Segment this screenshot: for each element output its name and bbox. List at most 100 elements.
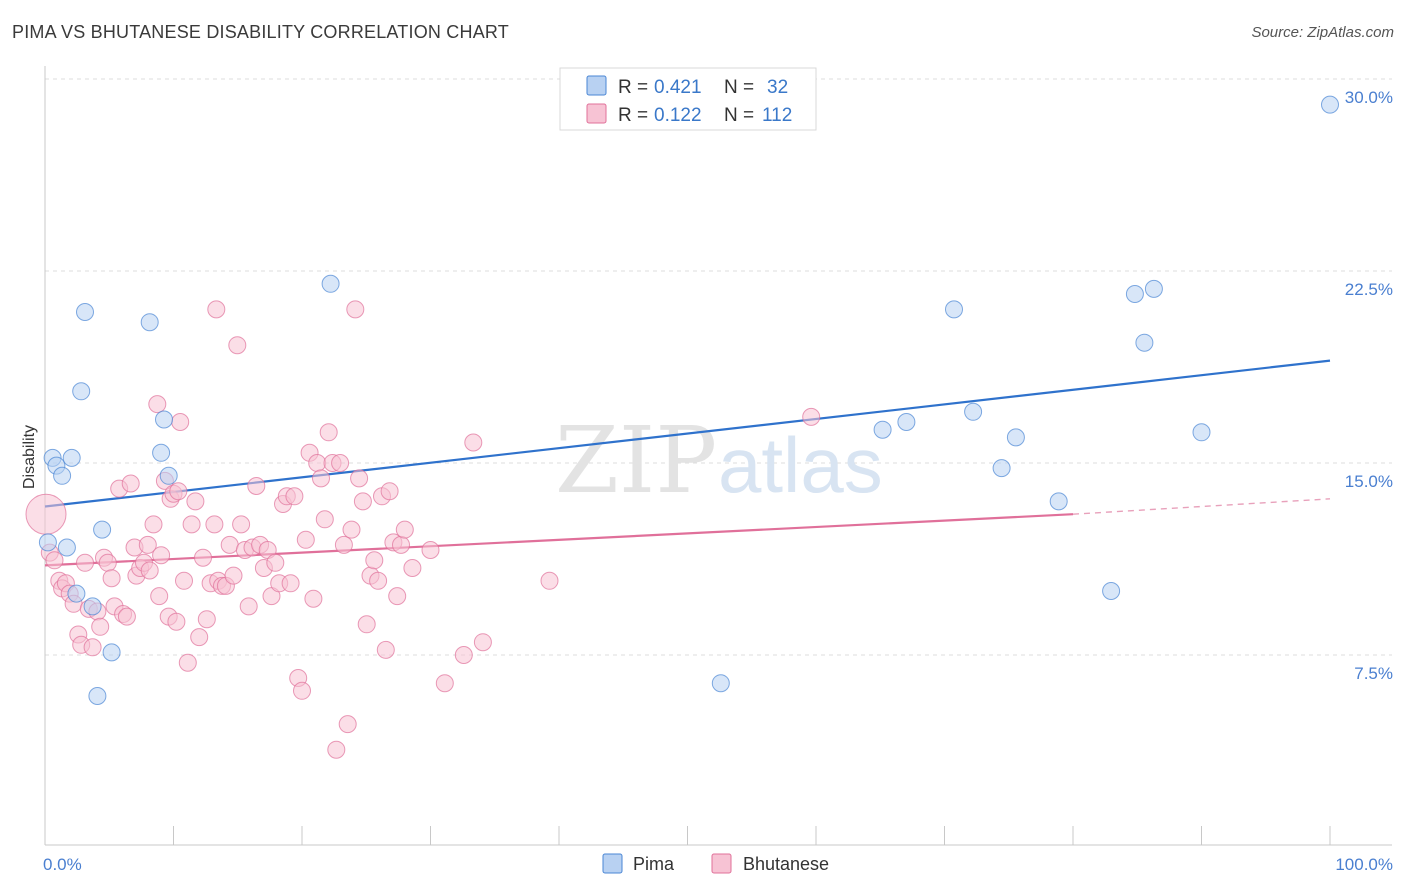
- point-bhutanese-16: [98, 553, 117, 572]
- point-bhutanese-10: [76, 553, 94, 572]
- point-pima-0: [38, 533, 57, 552]
- point-pima-7: [72, 382, 91, 401]
- point-bhutanese-29: [144, 515, 163, 534]
- point-pima-26: [1102, 582, 1121, 600]
- point-bhutanese-72: [293, 681, 311, 700]
- bottom-legend-label-pima: Pima: [633, 854, 675, 874]
- point-bhutanese-81: [327, 740, 346, 759]
- source-label: Source: ZipAtlas.com: [1251, 24, 1394, 41]
- point-bhutanese-100: [403, 559, 422, 577]
- point-pima-9: [83, 597, 102, 616]
- point-bhutanese-55: [228, 336, 247, 355]
- point-bhutanese-87: [350, 469, 369, 488]
- point-pima-6: [67, 584, 86, 603]
- y-axis-label: Disability: [21, 425, 38, 489]
- trend-line-bhutanese-extension: [1072, 498, 1331, 515]
- point-bhutanese-17: [102, 569, 121, 588]
- point-bhutanese-85: [342, 520, 361, 539]
- legend-n-value-pima: 32: [767, 77, 788, 98]
- point-bhutanese-86: [346, 300, 365, 319]
- point-bhutanese-58: [239, 597, 258, 616]
- legend-n-value-bhutanese: 112: [762, 105, 792, 126]
- point-pima-22: [964, 402, 983, 421]
- point-pima-21: [945, 300, 963, 319]
- point-pima-28: [1135, 333, 1154, 352]
- y-tick-labels: 7.5% 15.0% 22.5% 30.0%: [1345, 88, 1393, 683]
- point-pima-15: [155, 410, 173, 429]
- point-bhutanese-103: [454, 646, 473, 664]
- point-bhutanese-77: [312, 469, 330, 488]
- point-bhutanese-70: [285, 487, 304, 506]
- y-tick-label-3: 30.0%: [1345, 88, 1393, 107]
- point-bhutanese-69: [281, 574, 300, 593]
- point-bhutanese-107: [802, 407, 821, 426]
- point-bhutanese-14: [91, 617, 110, 636]
- legend-n-label-bhutanese: N =: [724, 105, 754, 126]
- point-pima-27: [1125, 285, 1144, 303]
- point-pima-12: [102, 643, 121, 662]
- point-bhutanese-45: [194, 548, 212, 567]
- legend-swatch-pima: [586, 75, 607, 96]
- legend-r-value-pima: 0.421: [654, 77, 702, 98]
- legend-r-value-bhutanese: 0.122: [654, 105, 702, 126]
- trend-line-bhutanese: [44, 513, 1074, 567]
- point-pima-13: [140, 313, 159, 332]
- watermark: ZIP atlas: [555, 407, 883, 514]
- point-bhutanese-38: [169, 482, 188, 501]
- x-tick-labels: 0.0% 100.0%: [43, 855, 1393, 874]
- point-bhutanese-27: [138, 535, 157, 554]
- point-bhutanese-12: [83, 638, 102, 657]
- legend: R = 0.421 N = 32 R = 0.122 N = 112: [559, 67, 817, 131]
- point-pima-17: [321, 274, 340, 293]
- point-bhutanese-46: [197, 610, 216, 629]
- point-pima-4: [57, 538, 76, 557]
- point-bhutanese-73: [296, 530, 315, 549]
- point-bhutanese-40: [175, 571, 193, 590]
- point-pima-10: [88, 687, 107, 705]
- point-bhutanese-75: [304, 589, 323, 608]
- point-pima-29: [1144, 279, 1163, 298]
- legend-r-label-pima: R =: [618, 77, 648, 98]
- point-bhutanese-79: [319, 423, 338, 442]
- point-bhutanese-37: [167, 612, 186, 631]
- y-tick-label-0: 7.5%: [1354, 664, 1393, 683]
- point-bhutanese-82: [331, 454, 350, 472]
- point-bhutanese-105: [473, 633, 492, 652]
- point-bhutanese-92: [369, 571, 388, 590]
- point-bhutanese-44: [190, 628, 209, 647]
- point-bhutanese-94: [376, 640, 395, 659]
- point-pima-5: [62, 448, 81, 467]
- point-pima-11: [93, 520, 112, 539]
- point-bhutanese-49: [207, 300, 226, 319]
- watermark-zip: ZIP: [555, 407, 717, 514]
- point-bhutanese-43: [186, 492, 205, 511]
- point-bhutanese-95: [380, 482, 399, 501]
- point-pima-24: [1006, 428, 1025, 447]
- point-bhutanese-76: [308, 454, 327, 472]
- point-bhutanese-78: [315, 510, 334, 529]
- point-bhutanese-41: [178, 653, 197, 672]
- point-pima-23: [992, 459, 1011, 478]
- point-bhutanese-65: [266, 553, 285, 572]
- bottom-legend-swatch-bhutanese: [711, 853, 732, 874]
- point-pima-19: [873, 420, 892, 439]
- bottom-legend-label-bhutanese: Bhutanese: [743, 854, 829, 874]
- x-tick-label-0: 0.0%: [43, 855, 82, 874]
- point-bhutanese-106: [540, 571, 559, 590]
- chart-title: PIMA VS BHUTANESE DISABILITY CORRELATION…: [12, 22, 509, 42]
- point-bhutanese-21: [117, 607, 136, 626]
- bottom-legend-swatch-pima: [602, 853, 623, 874]
- point-pima-25: [1049, 492, 1068, 511]
- point-pima-16: [159, 466, 178, 485]
- point-bhutanese-83: [334, 535, 353, 554]
- point-pima-30: [1192, 423, 1211, 442]
- point-bhutanese-31: [150, 587, 169, 606]
- point-bhutanese-28: [140, 561, 159, 580]
- point-pima-3: [53, 466, 72, 485]
- point-bhutanese-53: [220, 535, 239, 554]
- grid-lines: [45, 78, 1392, 656]
- legend-swatch-bhutanese: [586, 103, 607, 124]
- point-bhutanese-98: [392, 535, 410, 554]
- point-bhutanese-54: [224, 566, 243, 585]
